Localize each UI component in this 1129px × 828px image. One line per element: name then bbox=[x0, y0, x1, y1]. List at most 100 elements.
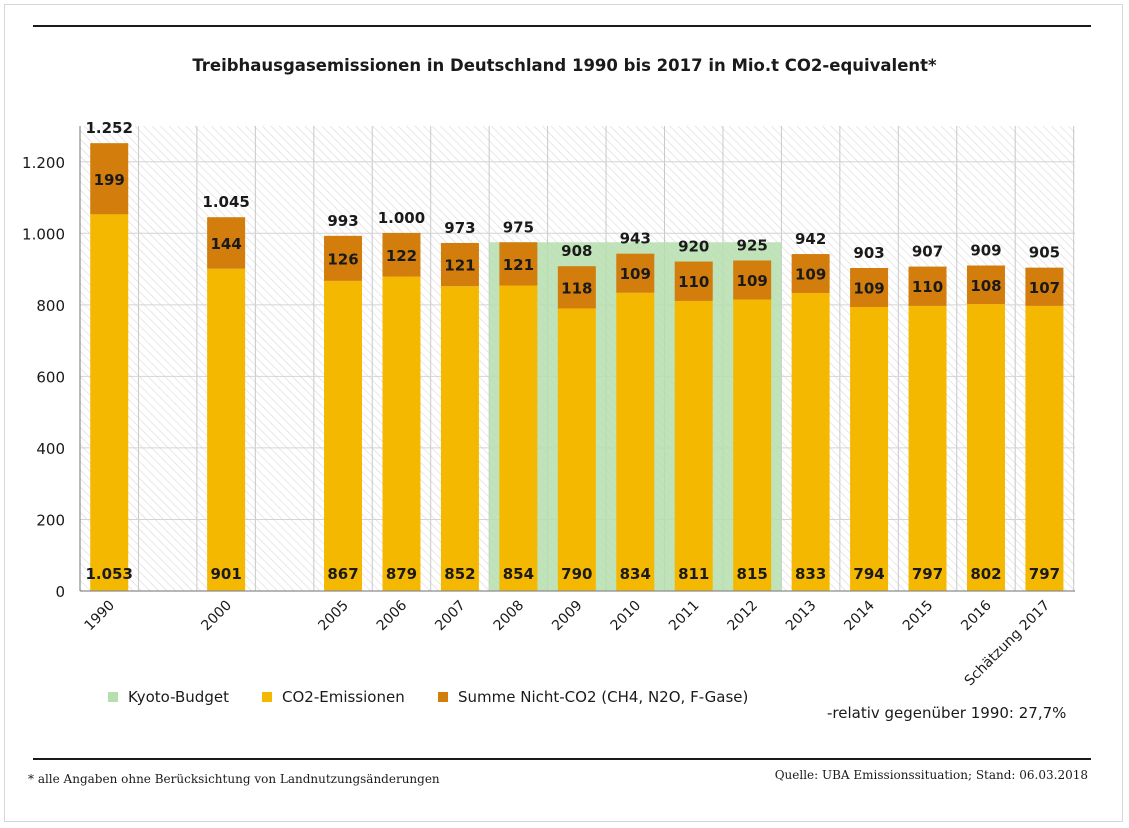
legend-label-co2: CO2-Emissionen bbox=[282, 688, 405, 706]
x-tick-label: 2000 bbox=[198, 598, 235, 635]
legend-swatch-kyoto bbox=[108, 691, 118, 702]
data-label-total: 903 bbox=[853, 244, 884, 262]
bar-nonco2 bbox=[733, 260, 772, 300]
bar-nonco2 bbox=[440, 242, 479, 287]
bar-nonco2 bbox=[616, 253, 655, 293]
data-label-co2: 811 bbox=[678, 565, 709, 583]
x-tick-label: 2014 bbox=[841, 597, 878, 634]
data-label-nonco2: 144 bbox=[210, 235, 241, 253]
bar-co2 bbox=[440, 286, 479, 591]
data-label-co2: 854 bbox=[503, 565, 534, 583]
data-label-nonco2: 126 bbox=[327, 250, 358, 268]
data-label-total: 1.000 bbox=[378, 209, 425, 227]
x-tick-label: 2008 bbox=[491, 598, 528, 635]
legend-swatch-co2 bbox=[262, 691, 272, 702]
bar-co2 bbox=[90, 214, 129, 591]
bar-nonco2 bbox=[499, 242, 538, 286]
data-label-co2: 815 bbox=[737, 565, 768, 583]
top-rule bbox=[33, 25, 1091, 27]
data-label-co2: 867 bbox=[327, 565, 358, 583]
bar-co2 bbox=[207, 268, 246, 591]
bar-co2 bbox=[382, 276, 421, 591]
bar-nonco2 bbox=[557, 266, 596, 309]
x-tick-label: 2006 bbox=[374, 597, 411, 634]
bar-nonco2 bbox=[850, 268, 889, 307]
bar-co2 bbox=[616, 292, 655, 591]
data-label-co2: 901 bbox=[210, 565, 241, 583]
data-label-total: 1.045 bbox=[202, 193, 249, 211]
bar-co2 bbox=[499, 285, 538, 591]
legend-swatch-nonco2 bbox=[438, 691, 448, 702]
data-label-total: 909 bbox=[970, 242, 1001, 260]
data-label-nonco2: 109 bbox=[620, 265, 651, 283]
data-label-nonco2: 109 bbox=[737, 272, 768, 290]
data-label-nonco2: 122 bbox=[386, 247, 417, 265]
chart-title: Treibhausgasemissionen in Deutschland 19… bbox=[192, 56, 937, 75]
data-label-total: 973 bbox=[444, 219, 475, 237]
data-label-co2: 797 bbox=[912, 565, 943, 583]
y-tick-label: 0 bbox=[55, 583, 65, 601]
x-tick-label: 2012 bbox=[724, 598, 761, 635]
data-label-co2: 802 bbox=[970, 565, 1001, 583]
data-label-nonco2: 121 bbox=[503, 256, 534, 274]
source-note: Quelle: UBA Emissionssituation; Stand: 0… bbox=[774, 768, 1088, 782]
x-tick-label: 2015 bbox=[900, 598, 937, 635]
x-tick-label: 2007 bbox=[432, 598, 469, 635]
bar-nonco2 bbox=[674, 261, 713, 301]
legend-label-nonco2: Summe Nicht-CO2 (CH4, N2O, F-Gase) bbox=[458, 688, 749, 706]
bar-co2 bbox=[557, 308, 596, 591]
legend-label-kyoto: Kyoto-Budget bbox=[128, 688, 229, 706]
data-label-nonco2: 109 bbox=[853, 279, 884, 297]
data-label-total: 942 bbox=[795, 230, 826, 248]
data-label-nonco2: 118 bbox=[561, 279, 592, 297]
data-label-co2: 834 bbox=[620, 565, 651, 583]
data-label-total: 905 bbox=[1029, 244, 1060, 262]
y-tick-label: 1.000 bbox=[22, 225, 65, 243]
x-tick-label: 2016 bbox=[958, 597, 995, 634]
data-label-nonco2: 108 bbox=[970, 277, 1001, 295]
data-label-total: 920 bbox=[678, 238, 709, 256]
bar-nonco2 bbox=[382, 232, 421, 277]
data-label-total: 975 bbox=[503, 218, 534, 236]
bar-nonco2 bbox=[90, 143, 129, 215]
bar-nonco2 bbox=[966, 265, 1005, 305]
y-tick-label: 600 bbox=[36, 368, 65, 386]
y-tick-label: 400 bbox=[36, 440, 65, 458]
x-tick-label: 2013 bbox=[783, 598, 820, 635]
data-label-co2: 794 bbox=[853, 565, 884, 583]
bottom-rule bbox=[33, 758, 1091, 760]
legend-item-co2: CO2-Emissionen bbox=[262, 688, 405, 706]
data-label-total: 908 bbox=[561, 242, 592, 260]
data-label-co2: 852 bbox=[444, 565, 475, 583]
x-tick-label: 2005 bbox=[315, 598, 352, 635]
relative-note: -relativ gegenüber 1990: 27,7% bbox=[827, 704, 1067, 722]
x-tick-label: 2010 bbox=[608, 598, 645, 635]
bar-co2 bbox=[791, 293, 830, 591]
data-label-nonco2: 110 bbox=[912, 278, 943, 296]
data-label-nonco2: 110 bbox=[678, 273, 709, 291]
bar-co2 bbox=[966, 304, 1005, 591]
data-label-total: 1.252 bbox=[85, 119, 132, 137]
bar-co2 bbox=[733, 299, 772, 591]
data-label-co2: 879 bbox=[386, 565, 417, 583]
data-label-co2: 833 bbox=[795, 565, 826, 583]
data-label-nonco2: 199 bbox=[94, 171, 125, 189]
bar-co2 bbox=[324, 280, 363, 591]
data-label-total: 993 bbox=[327, 212, 358, 230]
y-tick-label: 200 bbox=[36, 511, 65, 529]
bar-nonco2 bbox=[908, 266, 947, 306]
y-tick-label: 800 bbox=[36, 297, 65, 315]
x-tick-label: 2009 bbox=[549, 598, 586, 635]
bar-co2 bbox=[850, 306, 889, 591]
bar-co2 bbox=[674, 300, 713, 591]
legend-item-nonco2: Summe Nicht-CO2 (CH4, N2O, F-Gase) bbox=[438, 688, 748, 706]
x-tick-label: 2011 bbox=[666, 598, 703, 635]
bar-nonco2 bbox=[207, 217, 246, 269]
data-label-nonco2: 107 bbox=[1029, 279, 1060, 297]
data-label-total: 925 bbox=[737, 236, 768, 254]
data-label-co2: 1.053 bbox=[85, 565, 132, 583]
bar-nonco2 bbox=[324, 235, 363, 281]
data-label-total: 943 bbox=[620, 230, 651, 248]
y-tick-label: 1.200 bbox=[22, 154, 65, 172]
